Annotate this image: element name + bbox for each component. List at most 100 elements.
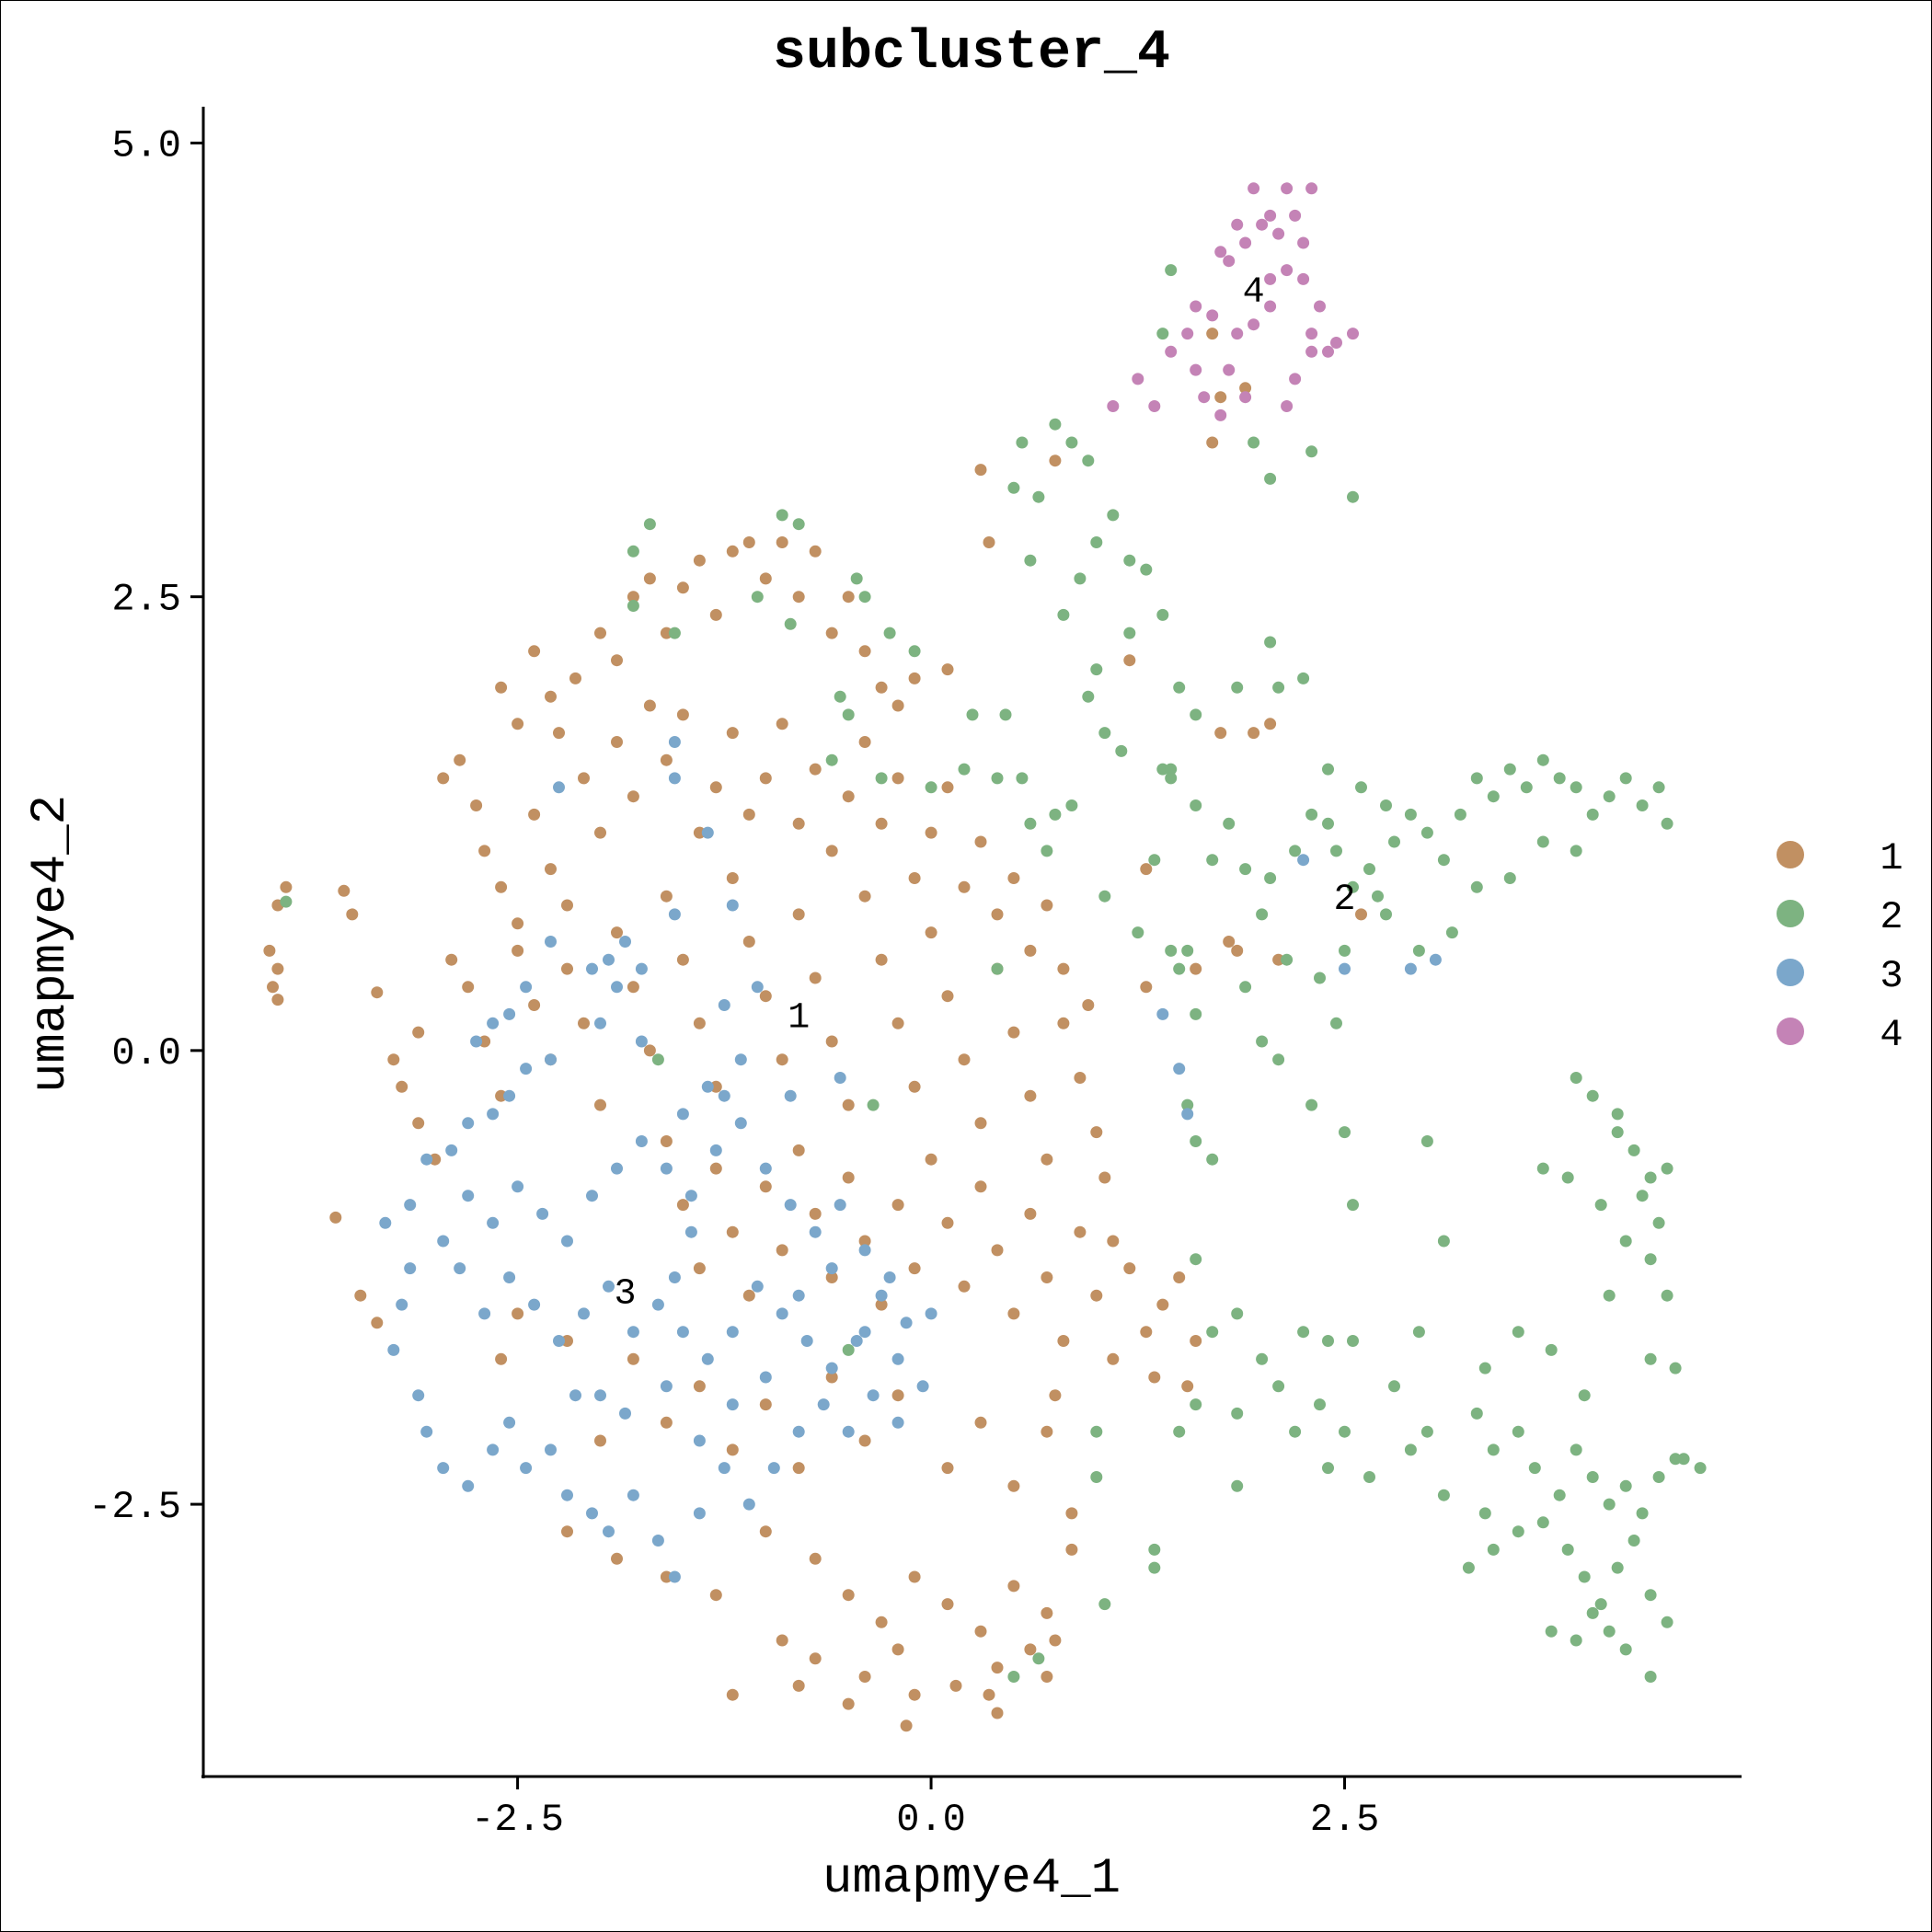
point-cluster-3 xyxy=(767,1462,780,1475)
point-cluster-4 xyxy=(1297,236,1310,249)
point-cluster-3 xyxy=(684,1225,697,1238)
point-cluster-2 xyxy=(1536,1516,1549,1529)
point-cluster-1 xyxy=(709,1162,722,1175)
point-cluster-3 xyxy=(487,1108,500,1121)
x-axis-ticks: -2.5 0.0 2.5 xyxy=(471,1777,1379,1842)
point-cluster-3 xyxy=(792,1425,805,1438)
point-cluster-3 xyxy=(759,1162,772,1175)
point-cluster-1 xyxy=(693,826,706,839)
point-cluster-1 xyxy=(825,1271,838,1283)
point-cluster-3 xyxy=(651,1298,664,1311)
point-cluster-1 xyxy=(941,663,954,676)
point-cluster-1 xyxy=(825,845,838,857)
point-cluster-2 xyxy=(1231,681,1244,694)
point-cluster-2 xyxy=(1661,1289,1673,1302)
point-cluster-1 xyxy=(676,708,689,721)
point-cluster-1 xyxy=(825,1035,838,1048)
point-cluster-1 xyxy=(478,1035,491,1048)
point-cluster-1 xyxy=(1049,1634,1062,1647)
point-cluster-2 xyxy=(1619,1235,1632,1248)
point-cluster-2 xyxy=(1339,1126,1351,1139)
point-cluster-3 xyxy=(627,1326,639,1339)
point-cluster-1 xyxy=(329,1211,342,1224)
point-cluster-2 xyxy=(1173,962,1186,975)
point-cluster-2 xyxy=(1652,1216,1665,1229)
point-cluster-2 xyxy=(1007,1671,1020,1683)
point-cluster-2 xyxy=(1016,772,1029,785)
point-cluster-2 xyxy=(1156,328,1169,340)
point-cluster-3 xyxy=(668,1271,681,1283)
x-axis-title: umapmye4_1 xyxy=(822,1851,1121,1907)
point-cluster-2 xyxy=(1165,763,1178,776)
point-cluster-1 xyxy=(1041,899,1053,912)
point-cluster-3 xyxy=(834,1072,846,1084)
point-cluster-2 xyxy=(1478,1507,1491,1520)
point-cluster-4 xyxy=(1190,300,1202,313)
point-cluster-2 xyxy=(1065,799,1078,811)
point-cluster-1 xyxy=(594,826,606,839)
point-cluster-3 xyxy=(586,1190,598,1202)
point-cluster-2 xyxy=(1636,799,1649,811)
point-cluster-2 xyxy=(792,518,805,531)
point-cluster-2 xyxy=(1611,1126,1624,1139)
point-cluster-1 xyxy=(660,627,673,639)
point-cluster-2 xyxy=(1603,790,1616,803)
point-cluster-1 xyxy=(908,1080,921,1093)
point-cluster-2 xyxy=(1388,1380,1400,1393)
point-cluster-1 xyxy=(742,936,755,948)
point-cluster-1 xyxy=(643,1044,656,1057)
point-cluster-1 xyxy=(1107,1352,1120,1365)
point-cluster-2 xyxy=(1049,418,1062,431)
point-cluster-4 xyxy=(1330,337,1342,349)
point-cluster-2 xyxy=(1570,1634,1582,1647)
point-cluster-1 xyxy=(271,994,284,1006)
point-cluster-1 xyxy=(908,672,921,684)
point-cluster-3 xyxy=(809,1225,822,1238)
point-cluster-1 xyxy=(925,926,937,939)
legend-label-1: 1 xyxy=(1880,836,1903,880)
point-cluster-2 xyxy=(1330,1017,1342,1029)
point-cluster-1 xyxy=(759,1398,772,1411)
point-cluster-1 xyxy=(676,953,689,966)
point-cluster-2 xyxy=(1264,636,1277,649)
point-cluster-2 xyxy=(1190,1398,1202,1411)
point-cluster-2 xyxy=(1437,854,1450,867)
point-cluster-1 xyxy=(974,1180,987,1193)
point-cluster-3 xyxy=(503,1007,516,1020)
point-cluster-2 xyxy=(991,772,1004,785)
point-cluster-4 xyxy=(1214,246,1227,259)
point-cluster-2 xyxy=(1115,744,1128,757)
point-cluster-3 xyxy=(825,1362,838,1374)
point-cluster-2 xyxy=(1123,554,1136,567)
point-cluster-3 xyxy=(586,962,598,975)
point-cluster-2 xyxy=(1090,536,1103,548)
point-cluster-1 xyxy=(693,554,706,567)
point-cluster-3 xyxy=(875,1289,888,1302)
point-cluster-2 xyxy=(1090,1425,1103,1438)
legend-label-3: 3 xyxy=(1880,954,1903,998)
point-cluster-4 xyxy=(1314,300,1326,313)
point-cluster-3 xyxy=(603,1525,615,1538)
point-cluster-2 xyxy=(1437,1489,1450,1501)
point-cluster-1 xyxy=(1264,718,1277,730)
point-cluster-1 xyxy=(875,817,888,830)
point-cluster-2 xyxy=(1536,835,1549,848)
point-cluster-2 xyxy=(280,895,293,908)
point-cluster-2 xyxy=(1553,1489,1566,1501)
point-cluster-4 xyxy=(1281,264,1294,277)
point-cluster-1 xyxy=(1214,391,1227,404)
point-cluster-2 xyxy=(1090,1471,1103,1483)
point-cluster-3 xyxy=(594,1389,606,1402)
point-cluster-2 xyxy=(1644,1671,1657,1683)
point-cluster-1 xyxy=(792,908,805,921)
point-cluster-3 xyxy=(742,1498,755,1511)
point-cluster-1 xyxy=(429,1153,442,1166)
point-cluster-1 xyxy=(1090,1126,1103,1139)
point-cluster-1 xyxy=(742,808,755,821)
point-cluster-2 xyxy=(1281,953,1294,966)
point-cluster-3 xyxy=(693,1507,706,1520)
point-cluster-3 xyxy=(668,1570,681,1583)
point-cluster-1 xyxy=(842,1697,855,1710)
point-cluster-2 xyxy=(1190,799,1202,811)
point-cluster-2 xyxy=(1156,763,1169,776)
